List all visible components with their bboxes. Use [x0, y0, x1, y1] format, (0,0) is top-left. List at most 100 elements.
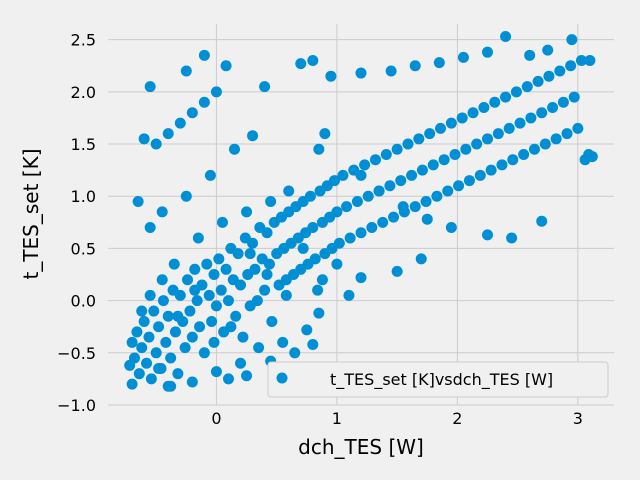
- data-point: [180, 65, 192, 77]
- data-point: [542, 44, 554, 56]
- data-point: [189, 263, 201, 275]
- data-point: [289, 347, 301, 359]
- legend-marker: [276, 372, 288, 384]
- data-point: [168, 258, 180, 270]
- data-point: [153, 321, 165, 333]
- y-tick-label: 0.0: [71, 292, 96, 311]
- data-point: [144, 222, 156, 234]
- data-point: [568, 91, 580, 103]
- data-point: [482, 229, 493, 241]
- data-point: [343, 289, 355, 301]
- data-point: [198, 347, 210, 359]
- data-point: [210, 300, 222, 312]
- data-point: [307, 55, 319, 67]
- data-point: [144, 81, 156, 93]
- data-point: [586, 151, 598, 163]
- data-point: [312, 284, 324, 296]
- y-tick-label: 0.5: [71, 239, 96, 258]
- data-point: [201, 258, 213, 270]
- data-point: [385, 65, 397, 77]
- y-tick-label: −0.5: [57, 344, 96, 363]
- data-point: [377, 216, 389, 228]
- data-point: [237, 331, 249, 343]
- data-point: [514, 117, 526, 129]
- data-point: [325, 70, 337, 82]
- data-point: [506, 232, 518, 244]
- data-point: [503, 122, 515, 134]
- data-point: [406, 169, 418, 181]
- data-point: [162, 128, 174, 140]
- data-point: [438, 154, 450, 166]
- data-point: [198, 96, 210, 108]
- data-point: [266, 315, 278, 327]
- data-point: [333, 237, 345, 249]
- data-point: [391, 143, 403, 155]
- y-tick-labels: −1.0 −0.5 0.0 0.5 1.0 1.5 2.0 2.5: [57, 31, 96, 415]
- data-point: [557, 96, 569, 108]
- data-point: [244, 248, 256, 260]
- data-point: [194, 321, 206, 333]
- data-point: [566, 34, 578, 46]
- data-point: [216, 216, 228, 228]
- data-point: [263, 258, 275, 270]
- data-point: [165, 352, 177, 364]
- y-axis-label: t_TES_set [K]: [19, 148, 43, 279]
- data-point: [157, 295, 169, 307]
- data-point: [402, 138, 414, 150]
- data-point: [309, 253, 321, 265]
- data-point: [265, 195, 277, 207]
- data-point: [297, 242, 309, 254]
- x-tick-label: 3: [573, 409, 583, 428]
- data-point: [510, 86, 522, 98]
- data-point: [409, 201, 421, 213]
- data-point: [184, 305, 196, 317]
- data-point: [145, 373, 157, 385]
- data-point: [331, 258, 343, 270]
- y-tick-label: −1.0: [57, 396, 96, 415]
- data-point: [259, 284, 271, 296]
- data-point: [301, 324, 313, 336]
- data-point: [482, 133, 493, 145]
- data-point: [442, 185, 454, 197]
- data-point: [445, 117, 457, 129]
- data-point: [186, 107, 198, 119]
- data-point: [456, 112, 468, 124]
- data-point: [210, 86, 222, 98]
- data-point: [153, 362, 165, 374]
- data-point: [575, 55, 587, 67]
- data-point: [131, 326, 143, 338]
- data-point: [362, 190, 374, 202]
- scatter-points: [124, 31, 598, 392]
- data-point: [507, 154, 519, 166]
- data-point: [172, 310, 184, 322]
- data-point: [521, 81, 533, 93]
- data-point: [191, 295, 203, 307]
- data-point: [380, 148, 392, 160]
- data-point: [222, 295, 234, 307]
- data-point: [416, 164, 428, 176]
- data-point: [129, 352, 141, 364]
- data-point: [220, 263, 232, 275]
- data-point: [277, 336, 289, 348]
- data-point: [316, 274, 328, 286]
- data-point: [384, 180, 396, 192]
- data-point: [235, 279, 247, 291]
- data-point: [427, 159, 439, 171]
- data-point: [222, 373, 234, 385]
- data-point: [547, 102, 559, 114]
- data-point: [215, 284, 227, 296]
- data-point: [133, 368, 145, 380]
- data-point: [295, 58, 307, 70]
- data-point: [208, 336, 220, 348]
- data-point: [179, 342, 191, 354]
- data-point: [453, 180, 465, 192]
- data-point: [220, 60, 232, 72]
- data-point: [136, 305, 148, 317]
- data-point: [132, 195, 144, 207]
- data-point: [395, 175, 407, 187]
- data-point: [420, 195, 432, 207]
- data-point: [169, 326, 181, 338]
- data-point: [313, 307, 325, 319]
- data-point: [249, 263, 261, 275]
- data-point: [182, 274, 194, 286]
